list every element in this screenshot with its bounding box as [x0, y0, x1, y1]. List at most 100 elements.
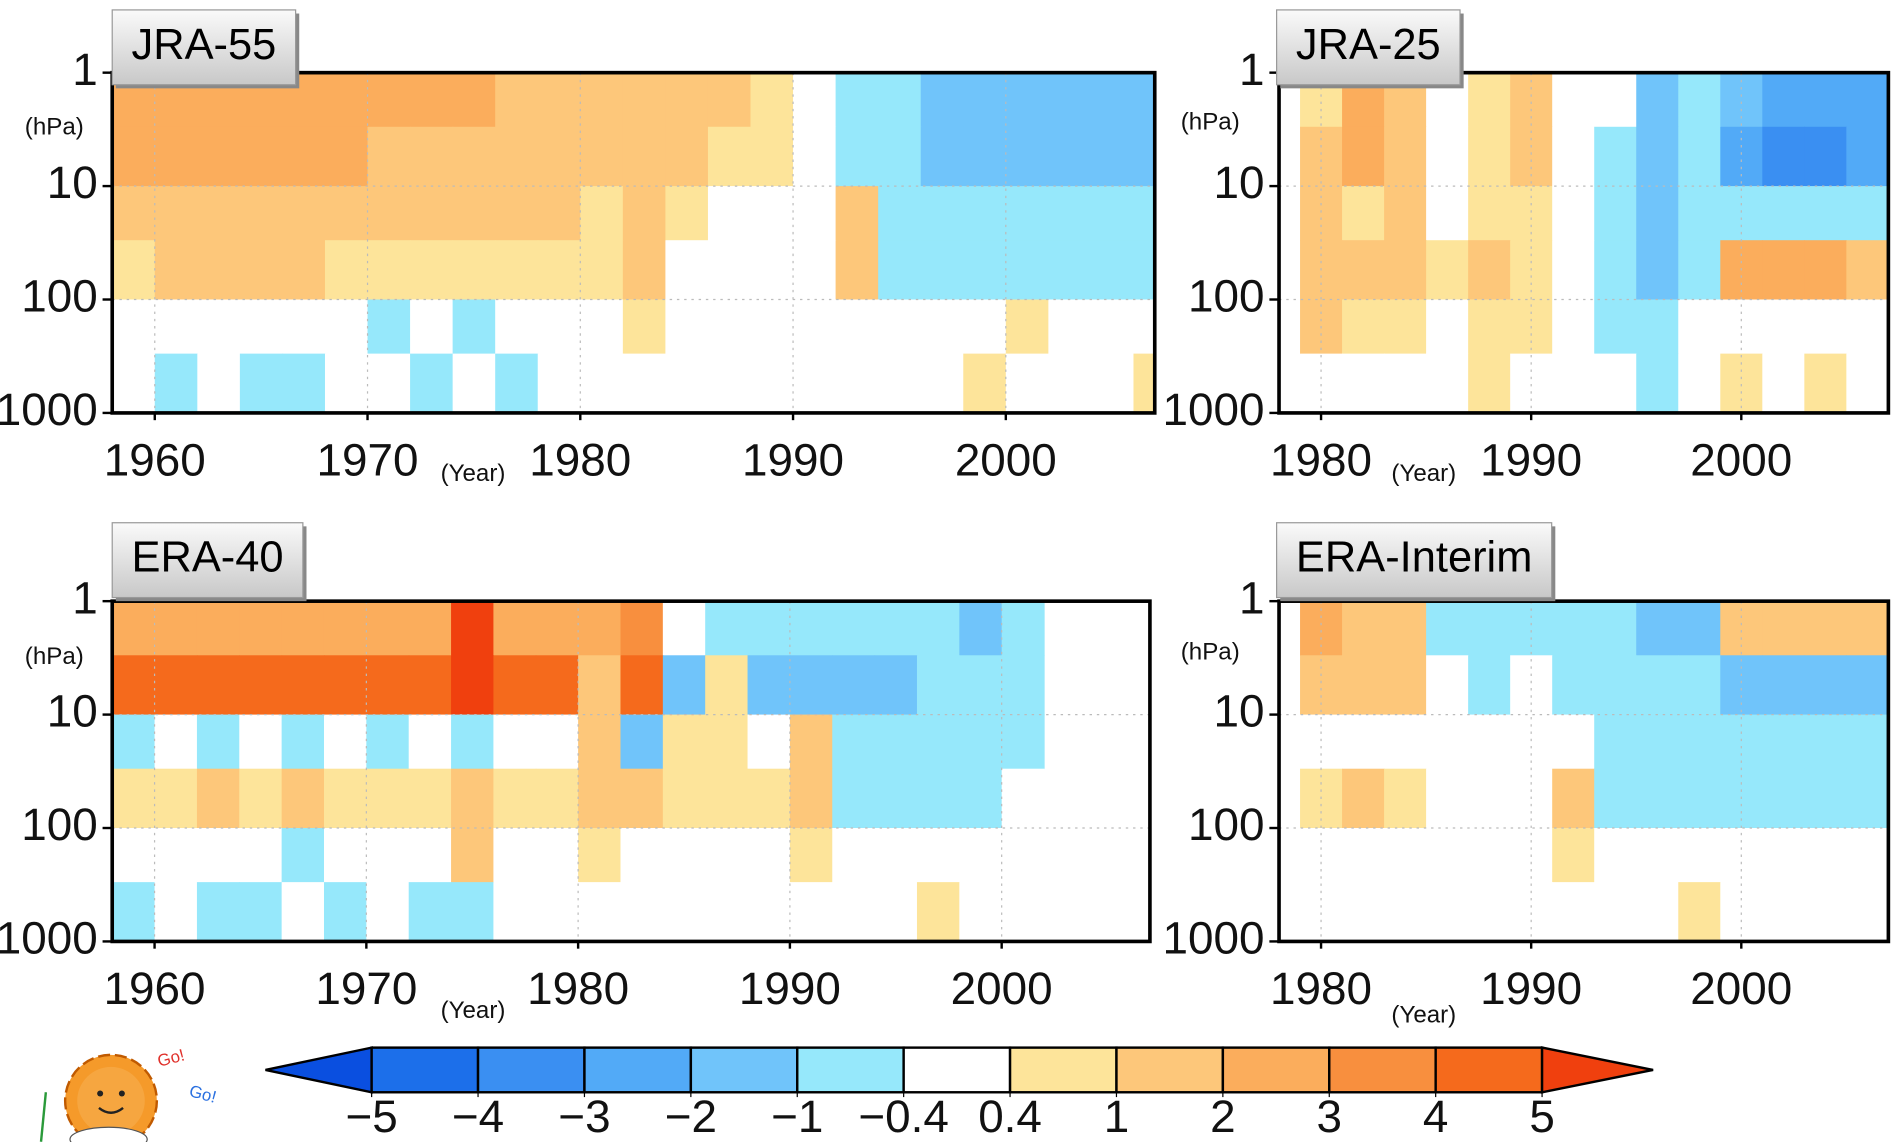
- x-tick-label: 2000: [1690, 434, 1792, 486]
- heat-cell: [1001, 882, 1045, 942]
- heat-cell: [1384, 299, 1427, 355]
- heat-cell: [1468, 768, 1511, 829]
- heat-cell: [154, 601, 198, 656]
- heat-cell: [747, 601, 791, 656]
- heat-cell: [537, 353, 581, 413]
- heat-cell: [1426, 299, 1469, 355]
- heat-cell: [1384, 828, 1427, 883]
- heat-cell: [1804, 126, 1847, 187]
- heat-cell: [1426, 655, 1469, 716]
- heat-cell: [112, 882, 156, 942]
- heat-cell: [366, 601, 410, 656]
- heat-cell: [239, 828, 283, 883]
- heat-cell: [410, 353, 454, 413]
- heat-cell: [1468, 299, 1511, 355]
- x-tick-label: 1960: [104, 434, 206, 486]
- heat-cell: [1804, 72, 1847, 128]
- mascot-text: Go!: [187, 1081, 218, 1106]
- heat-cell: [622, 72, 666, 128]
- heat-cell: [1678, 714, 1721, 770]
- heat-cell: [367, 353, 411, 413]
- heat-cell: [239, 126, 284, 187]
- heat-cell: [1678, 768, 1721, 829]
- heat-cell: [1594, 299, 1637, 355]
- mascot-text: Go!: [155, 1045, 186, 1070]
- heat-cell: [793, 240, 837, 301]
- heat-cell: [747, 655, 791, 716]
- heat-cell: [750, 353, 794, 413]
- heat-cell: [622, 186, 666, 241]
- heat-cell: [197, 240, 241, 301]
- heat-cell: [282, 299, 326, 355]
- heat-cell: [1133, 72, 1155, 128]
- heat-cell: [1594, 353, 1637, 413]
- heat-cell: [323, 601, 367, 656]
- heat-cell: [578, 882, 622, 942]
- heat-cell: [239, 601, 283, 656]
- heat-cell: [1594, 882, 1637, 942]
- heat-cell: [1678, 655, 1721, 716]
- heat-cell: [916, 882, 960, 942]
- heat-cell: [1426, 882, 1469, 942]
- heat-cell: [1846, 240, 1889, 301]
- heat-cell: [578, 714, 622, 770]
- heat-cell: [154, 353, 198, 413]
- heat-cell: [1762, 768, 1805, 829]
- y-tick-label: 100: [1188, 270, 1265, 322]
- heat-cell: [1846, 828, 1889, 883]
- x-tick-label: 1990: [1480, 962, 1582, 1014]
- heat-cell: [1762, 655, 1805, 716]
- heat-cell: [959, 655, 1003, 716]
- heat-cell: [793, 353, 837, 413]
- heat-cell: [963, 72, 1007, 128]
- heat-cell: [707, 299, 752, 355]
- x-tick-label: 1990: [1480, 434, 1582, 486]
- heat-cell: [452, 240, 496, 301]
- x-axis-label: (Year): [441, 460, 506, 487]
- heat-cell: [239, 240, 284, 301]
- heat-cell: [112, 299, 156, 355]
- colorbar-segment: [1221, 1046, 1331, 1094]
- heat-cell: [452, 299, 496, 355]
- plot-frame: [110, 599, 1152, 944]
- heat-cell: [493, 882, 537, 942]
- heat-cell: [707, 186, 752, 241]
- heat-cell: [874, 882, 918, 942]
- colorbar-label: 1: [1104, 1090, 1130, 1142]
- heat-cell: [1762, 882, 1805, 942]
- heat-cell: [1552, 186, 1595, 241]
- heat-cell: [920, 240, 964, 301]
- heat-cell: [1468, 828, 1511, 883]
- heat-cell: [747, 882, 791, 942]
- heat-cell: [324, 353, 369, 413]
- heat-cell: [832, 714, 876, 770]
- heat-cell: [789, 601, 833, 656]
- heat-cell: [1678, 353, 1721, 413]
- heat-cell: [324, 186, 369, 241]
- y-tick-label: 1000: [0, 912, 98, 964]
- heat-cell: [1300, 186, 1343, 241]
- heat-cell: [793, 299, 837, 355]
- heat-cell: [1384, 186, 1427, 241]
- heat-cell: [1804, 828, 1847, 883]
- heat-cell: [747, 714, 791, 770]
- y-tick-label: 1: [72, 571, 97, 623]
- heat-cell: [1005, 126, 1049, 187]
- cells: [112, 601, 1045, 942]
- colorbar-label: −3: [558, 1090, 610, 1142]
- heat-cell: [1468, 882, 1511, 942]
- heat-cell: [408, 714, 452, 770]
- heat-cell: [196, 882, 240, 942]
- heat-cell: [835, 353, 879, 413]
- heat-cell: [1636, 299, 1679, 355]
- heat-cell: [1552, 768, 1595, 829]
- colorbar-label: −5: [346, 1090, 398, 1142]
- heat-cell: [112, 828, 156, 883]
- heat-cell: [1426, 186, 1469, 241]
- heat-cell: [1594, 828, 1637, 883]
- heat-cell: [1300, 126, 1343, 187]
- heat-cell: [537, 240, 581, 301]
- heat-cell: [1594, 186, 1637, 241]
- heat-cell: [1762, 72, 1805, 128]
